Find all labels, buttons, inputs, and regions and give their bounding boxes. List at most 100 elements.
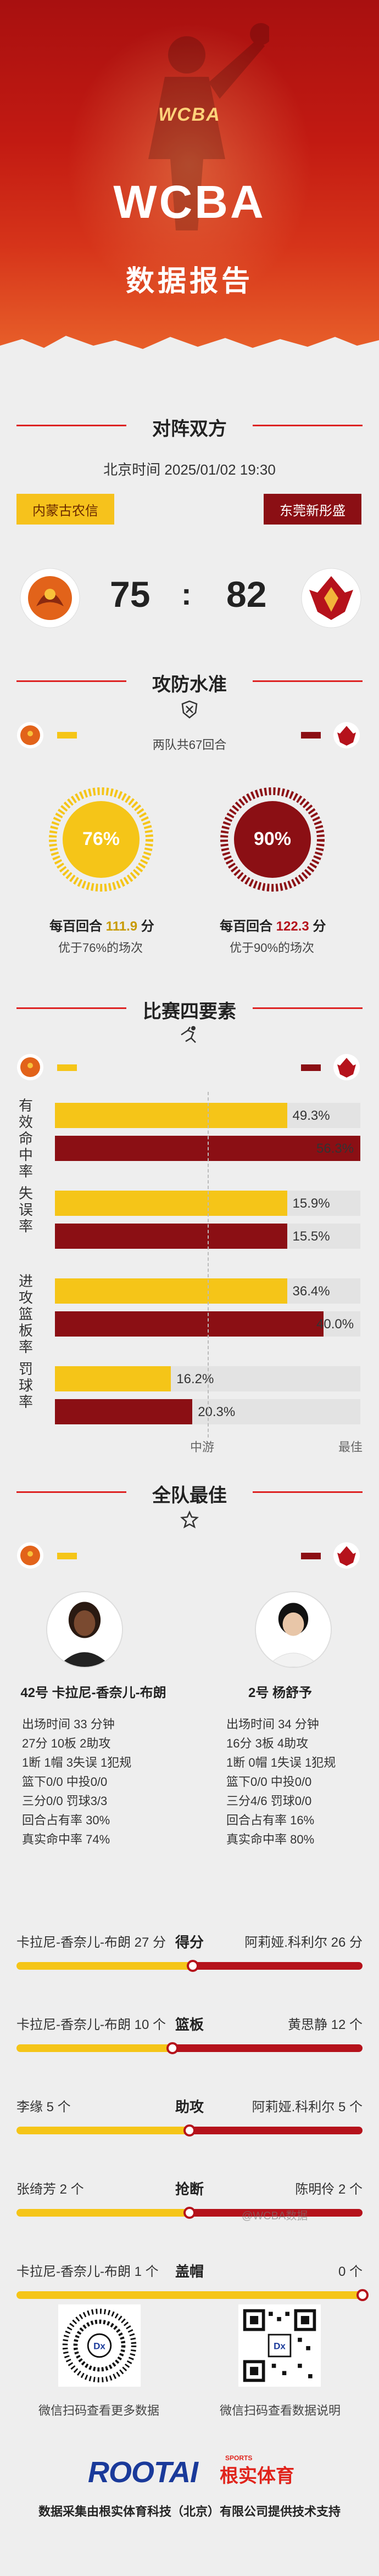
home-better-text: 优于76%的场次: [58, 941, 143, 955]
atk-def-title: 攻防水准: [152, 674, 227, 695]
home-mini-logo-icon: [17, 1054, 43, 1080]
report-title: 数据报告: [125, 266, 253, 297]
home-efficiency-ring: [49, 787, 153, 892]
leader-away: 阿莉娅.科利尔 5 个: [252, 2100, 363, 2115]
home-ring-value: 76%: [82, 828, 120, 849]
away-mini-logo-icon: [333, 722, 360, 748]
torn-paper-edge: [0, 336, 379, 351]
away-player-avatar: [255, 1591, 332, 1668]
player-stat-line: 1断 1帽 3失误 1犯规: [22, 1756, 132, 1769]
leader-category: 篮板: [175, 2016, 204, 2033]
player-stat-line: 回合占有率 16%: [226, 1813, 315, 1827]
wcba-logo: WCBA: [158, 104, 221, 125]
home-factor-bar-fill: [55, 1103, 287, 1128]
leader-away-bar: [190, 2127, 363, 2134]
player-stat-line: 真实命中率 80%: [226, 1833, 315, 1846]
player-stat-line: 27分 10板 2助攻: [22, 1737, 111, 1750]
qr-right-caption: 微信扫码查看数据说明: [219, 2404, 341, 2417]
hero-title: WCBA: [113, 176, 266, 228]
leader-away-bar: [172, 2044, 363, 2052]
home-mini-logo-icon: [17, 722, 43, 748]
away-mini-logo-icon: [333, 1054, 360, 1080]
factor-label: 失误率: [19, 1185, 34, 1235]
leader-split-marker: [187, 1960, 199, 1972]
leader-split-marker: [183, 2207, 196, 2219]
home-factor-value: 49.3%: [292, 1108, 330, 1123]
leader-away: 阿莉娅.科利尔 26 分: [244, 1935, 363, 1950]
leader-away-bar: [193, 1962, 363, 1970]
home-factor-bar-fill: [55, 1191, 287, 1216]
section-divider: [16, 425, 126, 426]
qr-code-more-data[interactable]: Dx: [58, 2304, 141, 2387]
leader-home: 李缘 5 个: [16, 2100, 71, 2115]
player-stat-line: 1断 0帽 1失误 1犯规: [226, 1756, 336, 1769]
section-divider: [253, 1007, 363, 1009]
player-stat-line: 回合占有率 30%: [22, 1813, 110, 1827]
away-ring-value: 90%: [253, 828, 292, 849]
away-factor-value: 15.5%: [292, 1229, 330, 1244]
section-divider: [16, 680, 126, 682]
player-stat-line: 篮下0/0 中投0/0: [226, 1775, 312, 1789]
leader-split-marker: [356, 2289, 369, 2301]
away-score: 82: [226, 574, 267, 615]
home-color-chip: [57, 732, 77, 739]
home-best-player-name: 42号 卡拉尼-香奈儿-布朗: [20, 1686, 166, 1700]
leader-away: 黄思静 12 个: [287, 2017, 363, 2032]
leader-split-marker: [183, 2124, 196, 2137]
section-divider: [253, 1491, 363, 1493]
away-best-player-name: 2号 杨舒予: [248, 1686, 312, 1700]
leader-category: 盖帽: [175, 2263, 204, 2280]
qr-left-caption: 微信扫码查看更多数据: [38, 2404, 159, 2417]
four-factors-title: 比赛四要素: [143, 1001, 236, 1022]
running-player-icon: [181, 1026, 196, 1043]
match-time: 北京时间 2025/01/02 19:30: [103, 461, 276, 478]
hero-glow: [66, 22, 313, 307]
score-separator: :: [181, 577, 192, 611]
away-team-name: 东莞新彤盛: [264, 494, 361, 525]
possessions-text: 两队共67回合: [152, 738, 227, 752]
home-team-logo-icon: [20, 568, 80, 628]
watermark-text: @WCBA数据: [242, 2210, 308, 2222]
leader-category: 助攻: [175, 2099, 204, 2115]
home-color-chip: [57, 1553, 77, 1559]
home-player-avatar: [46, 1591, 123, 1668]
leader-home-bar: [16, 2209, 190, 2217]
leader-away: 0 个: [338, 2264, 363, 2279]
matchup-title: 对阵双方: [152, 419, 227, 439]
away-team-logo-icon: [301, 568, 361, 628]
leader-home: 张绮芳 2 个: [16, 2182, 84, 2197]
star-trophy-icon: [180, 1510, 199, 1529]
leader-home: 卡拉尼-香奈儿-布朗 10 个: [16, 2017, 166, 2032]
home-ppp: 每百回合 111.9 分: [49, 919, 154, 934]
away-better-text: 优于90%的场次: [230, 941, 315, 955]
away-ppp: 每百回合 122.3 分: [220, 919, 326, 934]
section-divider: [253, 425, 363, 426]
away-factor-value: 20.3%: [198, 1405, 236, 1419]
away-efficiency-ring: [220, 787, 325, 892]
credit-text: 数据采集由根实体育科技（北京）有限公司提供技术支持: [38, 2505, 341, 2518]
away-factor-bar-fill: [55, 1399, 193, 1424]
player-stat-line: 三分4/6 罚球0/0: [226, 1794, 312, 1808]
player-stat-line: 三分0/0 罚球3/3: [22, 1794, 108, 1808]
away-factor-bar-fill: [55, 1224, 287, 1249]
leader-home: 卡拉尼-香奈儿-布朗 1 个: [16, 2264, 159, 2279]
leader-category: 得分: [175, 1934, 204, 1951]
mid-gridline: [208, 1092, 209, 1438]
leader-home-bar: [16, 2127, 190, 2134]
hero-banner: WCBA WCBA 数据报告: [0, 0, 379, 351]
section-divider: [16, 1491, 126, 1493]
section-divider: [16, 1007, 126, 1009]
qr-code-data-explanation[interactable]: Dx: [238, 2304, 321, 2387]
rootai-logo: ROOTAI: [88, 2456, 198, 2489]
best-title: 全队最佳: [152, 1485, 227, 1506]
home-factor-value: 15.9%: [292, 1196, 330, 1211]
away-mini-logo-icon: [333, 1542, 360, 1569]
away-color-chip: [301, 1553, 321, 1559]
player-stat-line: 篮下0/0 中投0/0: [22, 1775, 108, 1789]
home-factor-bar-fill: [55, 1366, 171, 1391]
leader-split-marker: [166, 2042, 179, 2054]
home-score: 75: [110, 574, 151, 615]
factor-label: 有效命中率: [19, 1097, 34, 1180]
home-team-name: 内蒙古农信: [16, 494, 114, 525]
leader-away: 陈明伶 2 个: [295, 2182, 363, 2197]
